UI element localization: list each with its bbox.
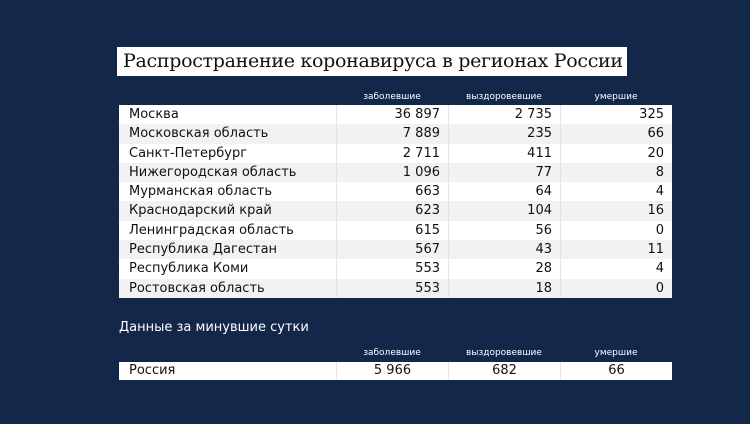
- table-row: Россия 5 966 682 66: [119, 362, 672, 380]
- recovered: 235: [448, 124, 560, 144]
- recovered: 56: [448, 220, 560, 241]
- cases: 567: [336, 240, 448, 260]
- cases: 553: [336, 278, 448, 298]
- cases: 553: [336, 259, 448, 279]
- regions-table: Москва 36 897 2 735 325 Московская область 7 …: [119, 105, 672, 298]
- cases: 623: [336, 201, 448, 221]
- cases: 7 889: [336, 124, 448, 144]
- cases: 615: [336, 220, 448, 241]
- region-name: Республика Дагестан: [129, 242, 278, 258]
- table-row: Нижегородская область 1 096 77 8: [119, 162, 672, 183]
- cases: 5 966: [336, 362, 448, 380]
- recovered: 104: [448, 201, 560, 221]
- column-header: выздоровевшие: [466, 92, 542, 102]
- recovered: 43: [448, 240, 560, 260]
- page-title: Распространение коронавируса в регионах …: [117, 47, 627, 76]
- region-name: Россия: [129, 363, 176, 378]
- deaths: 16: [560, 201, 672, 221]
- region-name: Мурманская область: [129, 184, 272, 200]
- table-row: Санкт-Петербург 2 711 411 20: [119, 143, 672, 163]
- recovered: 18: [448, 278, 560, 298]
- deaths: 4: [560, 182, 672, 202]
- region-name: Москва: [129, 107, 179, 122]
- recovered: 411: [448, 143, 560, 163]
- deaths: 4: [560, 259, 672, 279]
- table-row: Мурманская область 663 64 4: [119, 182, 672, 202]
- table-header: заболевшие выздоровевшие умершие: [336, 92, 672, 102]
- region-name: Республика Коми: [129, 261, 249, 277]
- table-row: Республика Коми 553 28 4: [119, 259, 672, 279]
- column-header: заболевшие: [363, 348, 421, 358]
- cases: 2 711: [336, 143, 448, 163]
- deaths: 325: [560, 105, 672, 125]
- region-name: Краснодарский край: [129, 203, 272, 219]
- table-row: Москва 36 897 2 735 325: [119, 105, 672, 125]
- daily-section-title: Данные за минувшие сутки: [119, 320, 309, 335]
- region-name: Ленинградская область: [129, 222, 294, 238]
- deaths: 66: [560, 362, 672, 380]
- column-header: умершие: [594, 92, 638, 102]
- table-row: Ростовская область 553 18 0: [119, 278, 672, 298]
- recovered: 682: [448, 362, 560, 380]
- table-row: Республика Дагестан 567 43 11: [119, 240, 672, 260]
- region-name: Нижегородская область: [129, 164, 297, 180]
- cases: 36 897: [336, 105, 448, 125]
- cases: 1 096: [336, 162, 448, 183]
- deaths: 0: [560, 278, 672, 298]
- recovered: 2 735: [448, 105, 560, 125]
- column-header: выздоровевшие: [466, 348, 542, 358]
- recovered: 77: [448, 162, 560, 183]
- table-row: Ленинградская область 615 56 0: [119, 220, 672, 241]
- cases: 663: [336, 182, 448, 202]
- table-row: Московская область 7 889 235 66: [119, 124, 672, 144]
- deaths: 11: [560, 240, 672, 260]
- deaths: 66: [560, 124, 672, 144]
- region-name: Санкт-Петербург: [129, 145, 248, 161]
- deaths: 8: [560, 162, 672, 183]
- table-row: Краснодарский край 623 104 16: [119, 201, 672, 221]
- recovered: 64: [448, 182, 560, 202]
- region-name: Московская область: [129, 126, 269, 142]
- column-header: заболевшие: [363, 92, 421, 102]
- region-name: Ростовская область: [129, 280, 265, 296]
- deaths: 20: [560, 143, 672, 163]
- deaths: 0: [560, 220, 672, 241]
- column-header: умершие: [594, 348, 638, 358]
- daily-table-header: заболевшие выздоровевшие умершие: [336, 348, 672, 358]
- recovered: 28: [448, 259, 560, 279]
- daily-table: Россия 5 966 682 66: [119, 362, 672, 380]
